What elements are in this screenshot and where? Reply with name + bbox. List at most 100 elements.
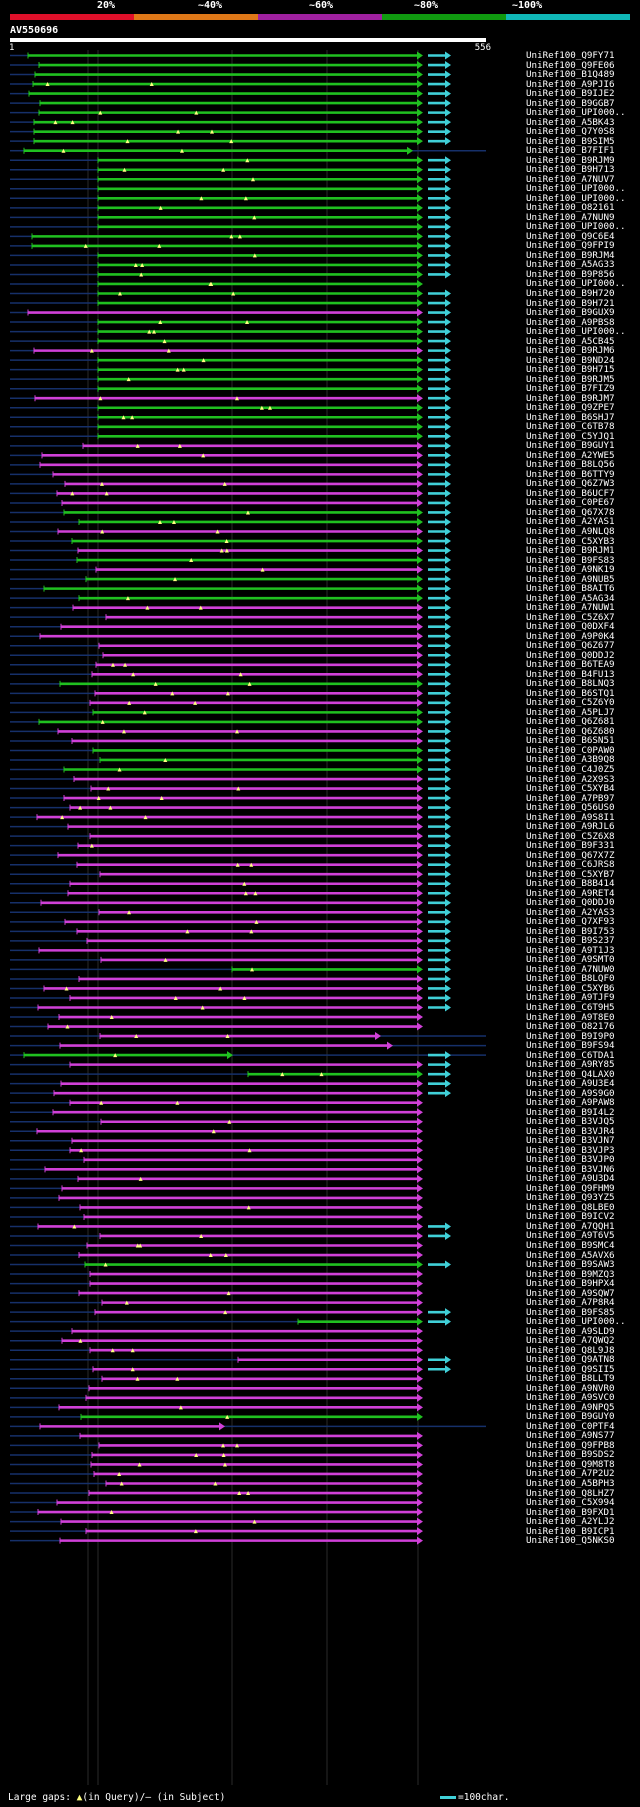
hit-label[interactable]: UniRef100_A9SLD9: [526, 1325, 615, 1337]
hit-label[interactable]: UniRef100_C5Z6Y0: [526, 697, 615, 709]
hit-label[interactable]: UniRef100_B9SDS2: [526, 1449, 615, 1461]
hit-label[interactable]: UniRef100_Q6Z680: [526, 725, 615, 737]
hit-label[interactable]: UniRef100_C6TDA1: [526, 1049, 615, 1061]
hit-label[interactable]: UniRef100_A9SVC0: [526, 1392, 615, 1404]
hit-label[interactable]: UniRef100_UPI000..: [526, 326, 626, 338]
hit-label[interactable]: UniRef100_B8LQF0: [526, 973, 615, 985]
hit-label[interactable]: UniRef100_C5XYB7: [526, 868, 615, 880]
hit-label[interactable]: UniRef100_Q6Z677: [526, 640, 615, 652]
hit-label[interactable]: UniRef100_Q6Z7W3: [526, 478, 615, 490]
hit-label[interactable]: UniRef100_B8LNQ3: [526, 678, 615, 690]
hit-label[interactable]: UniRef100_B9H713: [526, 164, 615, 176]
hit-label[interactable]: UniRef100_UPI000..: [526, 278, 626, 290]
hit-label[interactable]: UniRef100_Q9SII5: [526, 1363, 615, 1375]
hit-label[interactable]: UniRef100_A7P2U2: [526, 1468, 615, 1480]
hit-label[interactable]: UniRef100_Q8LHZ7: [526, 1487, 615, 1499]
hit-label[interactable]: UniRef100_Q8L9J8: [526, 1344, 615, 1356]
hit-label[interactable]: UniRef100_UPI000..: [526, 183, 626, 195]
hit-label[interactable]: UniRef100_B8LLT9: [526, 1373, 615, 1385]
hit-label[interactable]: UniRef100_A9T6V5: [526, 1230, 615, 1242]
hit-label[interactable]: UniRef100_Q9FHM9: [526, 1182, 615, 1194]
hit-label[interactable]: UniRef100_B9RJM4: [526, 249, 615, 261]
hit-label[interactable]: UniRef100_B9FS94: [526, 1040, 615, 1052]
hit-label[interactable]: UniRef100_A9NLQ8: [526, 526, 615, 537]
hit-label[interactable]: UniRef100_A7PB97: [526, 792, 615, 804]
hit-label[interactable]: UniRef100_A5AG34: [526, 592, 615, 604]
hit-label[interactable]: UniRef100_A9NS77: [526, 1430, 615, 1442]
hit-label[interactable]: UniRef100_A2YLJ2: [526, 1516, 615, 1528]
hit-label[interactable]: UniRef100_B9P856: [526, 268, 615, 280]
hit-label[interactable]: UniRef100_B9FS83: [526, 554, 615, 566]
hit-label[interactable]: UniRef100_A7NUW1: [526, 602, 615, 614]
hit-label[interactable]: UniRef100_A5AVX6: [526, 1249, 615, 1261]
hit-label[interactable]: UniRef100_B9RJM1: [526, 545, 615, 557]
hit-label[interactable]: UniRef100_Q9C6E4: [526, 230, 615, 242]
hit-label[interactable]: UniRef100_A2YWE5: [526, 449, 615, 461]
hit-label[interactable]: UniRef100_Q6Z681: [526, 716, 615, 728]
hit-label[interactable]: UniRef100_A5BPH3: [526, 1478, 615, 1489]
hit-label[interactable]: UniRef100_UPI000..: [526, 192, 626, 204]
hit-label[interactable]: UniRef100_A5BK43: [526, 116, 615, 128]
hit-label[interactable]: UniRef100_B9GUY1: [526, 440, 615, 452]
hit-label[interactable]: UniRef100_A7QWQ2: [526, 1335, 615, 1347]
hit-label[interactable]: UniRef100_B6TTY9: [526, 468, 615, 480]
hit-label[interactable]: UniRef100_A5PLJ7: [526, 706, 615, 718]
hit-label[interactable]: UniRef100_A9U3D4: [526, 1173, 615, 1185]
hit-label[interactable]: UniRef100_Q9FPI9: [526, 240, 615, 252]
hit-label[interactable]: UniRef100_Q9FE06: [526, 59, 615, 71]
hit-label[interactable]: UniRef100_B9H715: [526, 364, 615, 376]
hit-label[interactable]: UniRef100_Q56US0: [526, 802, 615, 814]
hit-label[interactable]: UniRef100_Q9FY71: [526, 50, 615, 61]
hit-label[interactable]: UniRef100_UPI000..: [526, 1316, 626, 1328]
hit-label[interactable]: UniRef100_Q67X7Z: [526, 849, 615, 861]
hit-label[interactable]: UniRef100_B9S237: [526, 935, 615, 947]
hit-label[interactable]: UniRef100_A7QQH1: [526, 1220, 615, 1232]
hit-label[interactable]: UniRef100_A7NUV7: [526, 173, 615, 185]
hit-label[interactable]: UniRef100_B9SIM5: [526, 135, 615, 147]
hit-label[interactable]: UniRef100_Q93YZ5: [526, 1192, 615, 1204]
hit-label[interactable]: UniRef100_B9FS85: [526, 1306, 615, 1318]
hit-label[interactable]: UniRef100_B9MZQ3: [526, 1268, 615, 1280]
hit-label[interactable]: UniRef100_B9I4L2: [526, 1106, 615, 1118]
hit-label[interactable]: UniRef100_A9U3E4: [526, 1078, 615, 1090]
hit-label[interactable]: UniRef100_B7FIZ9: [526, 383, 615, 395]
hit-label[interactable]: UniRef100_Q9M8T8: [526, 1458, 615, 1470]
hit-label[interactable]: UniRef100_B9SMC4: [526, 1240, 615, 1251]
hit-label[interactable]: UniRef100_Q9FPB8: [526, 1439, 615, 1451]
hit-label[interactable]: UniRef100_C6TB78: [526, 421, 615, 433]
hit-label[interactable]: UniRef100_UPI000..: [526, 221, 626, 233]
hit-label[interactable]: UniRef100_B9H721: [526, 297, 615, 309]
hit-label[interactable]: UniRef100_B9ND24: [526, 354, 615, 366]
hit-label[interactable]: UniRef100_B9GGB7: [526, 97, 615, 109]
hit-label[interactable]: UniRef100_A9NVR0: [526, 1382, 615, 1394]
hit-label[interactable]: UniRef100_B9GUY0: [526, 1411, 615, 1423]
hit-label[interactable]: UniRef100_C0PE67: [526, 497, 615, 509]
hit-label[interactable]: UniRef100_B9F331: [526, 840, 615, 852]
hit-label[interactable]: UniRef100_B9H720: [526, 288, 615, 299]
hit-label[interactable]: UniRef100_B8AIT6: [526, 583, 615, 595]
hit-label[interactable]: UniRef100_B3VJN7: [526, 1135, 615, 1147]
hit-label[interactable]: UniRef100_A7NUW0: [526, 963, 615, 975]
hit-label[interactable]: UniRef100_B3VJQ5: [526, 1116, 615, 1128]
hit-label[interactable]: UniRef100_B9RJM6: [526, 345, 615, 357]
hit-label[interactable]: UniRef100_Q5NKS0: [526, 1535, 615, 1547]
hit-label[interactable]: UniRef100_C6JRS8: [526, 859, 615, 871]
hit-label[interactable]: UniRef100_B3VJP3: [526, 1144, 615, 1156]
hit-label[interactable]: UniRef100_A2X9S3: [526, 773, 615, 785]
hit-label[interactable]: UniRef100_A7NUN9: [526, 211, 615, 223]
hit-label[interactable]: UniRef100_Q0DDJ2: [526, 649, 615, 661]
hit-label[interactable]: UniRef100_B6SN51: [526, 735, 615, 747]
hit-label[interactable]: UniRef100_B6SHJ7: [526, 411, 615, 423]
hit-label[interactable]: UniRef100_A9NK19: [526, 564, 615, 576]
hit-label[interactable]: UniRef100_B9SAW3: [526, 1259, 615, 1271]
hit-label[interactable]: UniRef100_C0PAW0: [526, 744, 615, 756]
hit-label[interactable]: UniRef100_A3B9Q8: [526, 754, 615, 766]
hit-label[interactable]: UniRef100_B6STQ1: [526, 687, 615, 699]
hit-label[interactable]: UniRef100_C4J0Z5: [526, 764, 615, 775]
hit-label[interactable]: UniRef100_A2YAS3: [526, 906, 615, 918]
hit-label[interactable]: UniRef100_A9SQW7: [526, 1287, 615, 1299]
hit-label[interactable]: UniRef100_O82176: [526, 1021, 615, 1033]
hit-label[interactable]: UniRef100_B4FU13: [526, 668, 615, 680]
hit-label[interactable]: UniRef100_A9RJL6: [526, 821, 615, 833]
hit-label[interactable]: UniRef100_A9NPQ5: [526, 1401, 615, 1413]
